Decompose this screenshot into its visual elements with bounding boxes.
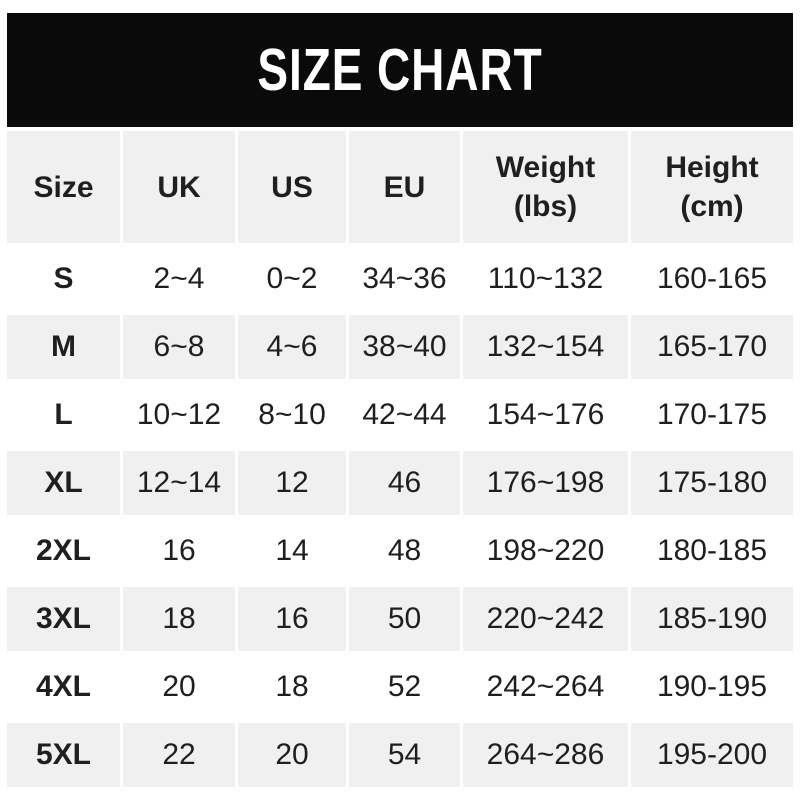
column-header-label: Size [33, 170, 94, 204]
us-cell: 14 [238, 519, 346, 583]
column-header-uk: UK [123, 131, 235, 243]
us-cell: 0~2 [238, 247, 346, 311]
eu-cell: 46 [349, 451, 460, 515]
us-cell: 4~6 [238, 315, 346, 379]
column-header-label: UK [157, 170, 201, 204]
eu-cell: 52 [349, 655, 460, 719]
size-cell: 5XL [7, 723, 120, 787]
size-cell: M [7, 315, 120, 379]
weight-cell: 220~242 [463, 587, 628, 651]
us-cell: 8~10 [238, 383, 346, 447]
weight-cell: 132~154 [463, 315, 628, 379]
weight-cell: 242~264 [463, 655, 628, 719]
uk-cell: 6~8 [123, 315, 235, 379]
uk-cell: 18 [123, 587, 235, 651]
size-cell: 4XL [7, 655, 120, 719]
uk-cell: 16 [123, 519, 235, 583]
column-header-label: US [271, 170, 313, 204]
uk-cell: 10~12 [123, 383, 235, 447]
weight-cell: 176~198 [463, 451, 628, 515]
eu-cell: 42~44 [349, 383, 460, 447]
column-header-label: Weight [495, 151, 596, 184]
uk-cell: 20 [123, 655, 235, 719]
height-cell: 180-185 [631, 519, 793, 583]
height-cell: 170-175 [631, 383, 793, 447]
column-header-weight: Weight (lbs) [463, 131, 628, 243]
uk-cell: 22 [123, 723, 235, 787]
column-header-size: Size [7, 131, 120, 243]
size-cell: L [7, 383, 120, 447]
weight-cell: 198~220 [463, 519, 628, 583]
size-cell: 2XL [7, 519, 120, 583]
weight-cell: 110~132 [463, 247, 628, 311]
weight-cell: 154~176 [463, 383, 628, 447]
column-header-unit: (lbs) [513, 190, 578, 223]
eu-cell: 54 [349, 723, 460, 787]
height-cell: 190-195 [631, 655, 793, 719]
height-cell: 195-200 [631, 723, 793, 787]
size-cell: XL [7, 451, 120, 515]
column-header-label: Height [665, 151, 759, 184]
column-header-eu: EU [349, 131, 460, 243]
us-cell: 12 [238, 451, 346, 515]
column-header-unit: (cm) [680, 190, 744, 223]
us-cell: 18 [238, 655, 346, 719]
height-cell: 185-190 [631, 587, 793, 651]
size-cell: 3XL [7, 587, 120, 651]
uk-cell: 12~14 [123, 451, 235, 515]
height-cell: 165-170 [631, 315, 793, 379]
eu-cell: 34~36 [349, 247, 460, 311]
height-cell: 175-180 [631, 451, 793, 515]
uk-cell: 2~4 [123, 247, 235, 311]
page-title: SIZE CHART [257, 36, 543, 104]
size-cell: S [7, 247, 120, 311]
height-cell: 160-165 [631, 247, 793, 311]
us-cell: 20 [238, 723, 346, 787]
us-cell: 16 [238, 587, 346, 651]
eu-cell: 50 [349, 587, 460, 651]
eu-cell: 48 [349, 519, 460, 583]
weight-cell: 264~286 [463, 723, 628, 787]
column-header-us: US [238, 131, 346, 243]
eu-cell: 38~40 [349, 315, 460, 379]
banner: SIZE CHART [7, 13, 793, 127]
column-header-label: EU [383, 170, 426, 204]
column-header-height: Height (cm) [631, 131, 793, 243]
size-table: Size UK US EU Weight (lbs) Height (cm) S… [7, 131, 793, 787]
